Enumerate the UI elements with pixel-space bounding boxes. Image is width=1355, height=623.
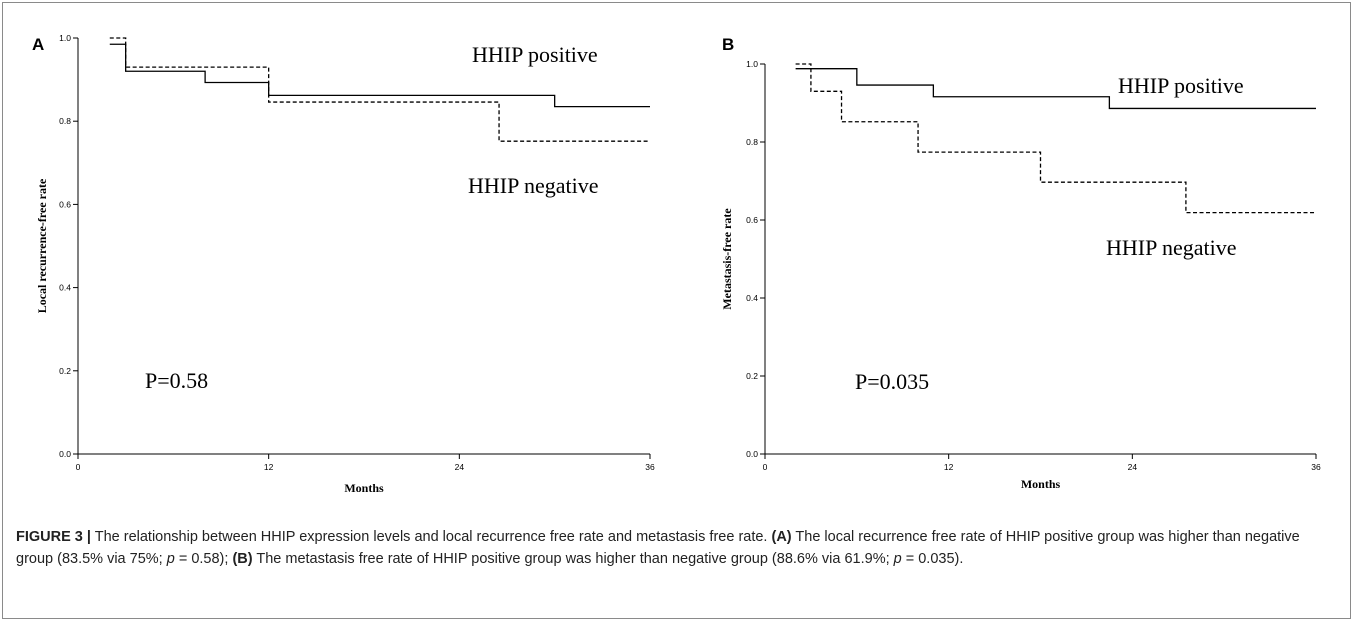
caption-panel-b-text: The metastasis free rate of HHIP positiv… xyxy=(252,551,894,567)
y-axis-label: Metastasis-free rate xyxy=(720,208,734,310)
caption-panel-a-value: = 0.58); xyxy=(174,551,233,567)
y-tick-label: 1.0 xyxy=(746,59,758,69)
p-value-annotation: P=0.58 xyxy=(145,368,208,393)
caption-figure-label: FIGURE 3 | xyxy=(16,529,91,545)
caption-panel-b-value: = 0.035). xyxy=(901,551,964,567)
figure-caption: FIGURE 3 | The relationship between HHIP… xyxy=(16,526,1336,570)
x-tick-label: 36 xyxy=(645,462,655,472)
chart-panel-a: 0.0 0.2 0.4 0.6 0.8 1.0 0 12 24 36 Months Local rec… xyxy=(32,33,655,495)
x-tick-label: 24 xyxy=(1128,462,1138,472)
chart-panel-b: 0.0 0.2 0.4 0.6 0.8 1.0 0 12 24 36 Months Metastasi… xyxy=(720,35,1321,491)
panel-letter: B xyxy=(722,35,734,54)
p-value-annotation: P=0.035 xyxy=(855,369,929,394)
y-tick-label: 0.0 xyxy=(746,449,758,459)
series-label-negative: HHIP negative xyxy=(1106,235,1237,260)
y-tick-label: 0.8 xyxy=(746,137,758,147)
series-label-positive: HHIP positive xyxy=(472,42,598,67)
x-tick-label: 24 xyxy=(455,462,465,472)
caption-panel-a-p: p xyxy=(166,551,175,567)
panel-letter: A xyxy=(32,35,44,54)
x-tick-label: 0 xyxy=(763,462,768,472)
y-tick-label: 0.4 xyxy=(746,293,758,303)
series-line-negative xyxy=(795,63,1316,214)
y-tick-label: 0.0 xyxy=(59,449,71,459)
y-tick-label: 0.6 xyxy=(59,199,71,209)
x-axis-label: Months xyxy=(1021,477,1061,491)
caption-panel-b-label: (B) xyxy=(232,551,253,567)
x-tick-label: 36 xyxy=(1311,462,1321,472)
x-tick-label: 12 xyxy=(264,462,274,472)
caption-intro: The relationship between HHIP expression… xyxy=(90,529,772,545)
y-tick-label: 0.2 xyxy=(746,371,758,381)
y-tick-label: 0.2 xyxy=(59,366,71,376)
figure-charts: 0.0 0.2 0.4 0.6 0.8 1.0 0 12 24 36 Months Local rec… xyxy=(32,33,1321,495)
y-tick-label: 1.0 xyxy=(59,33,71,43)
series-line-positive xyxy=(795,68,1316,110)
x-tick-label: 12 xyxy=(944,462,954,472)
caption-panel-a-label: (A) xyxy=(771,529,792,545)
series-line-negative xyxy=(109,37,650,142)
y-tick-label: 0.4 xyxy=(59,283,71,293)
series-label-positive: HHIP positive xyxy=(1118,73,1244,98)
x-axis-label: Months xyxy=(344,481,384,495)
caption-panel-a-text: The local recurrence free rate of HHIP p… xyxy=(16,529,1300,567)
x-tick-label: 0 xyxy=(76,462,81,472)
y-tick-label: 0.6 xyxy=(746,215,758,225)
y-tick-label: 0.8 xyxy=(59,116,71,126)
caption-panel-b-p: p xyxy=(893,551,902,567)
y-axis-label: Local recurrence-free rate xyxy=(35,178,49,313)
series-label-negative: HHIP negative xyxy=(468,173,599,198)
